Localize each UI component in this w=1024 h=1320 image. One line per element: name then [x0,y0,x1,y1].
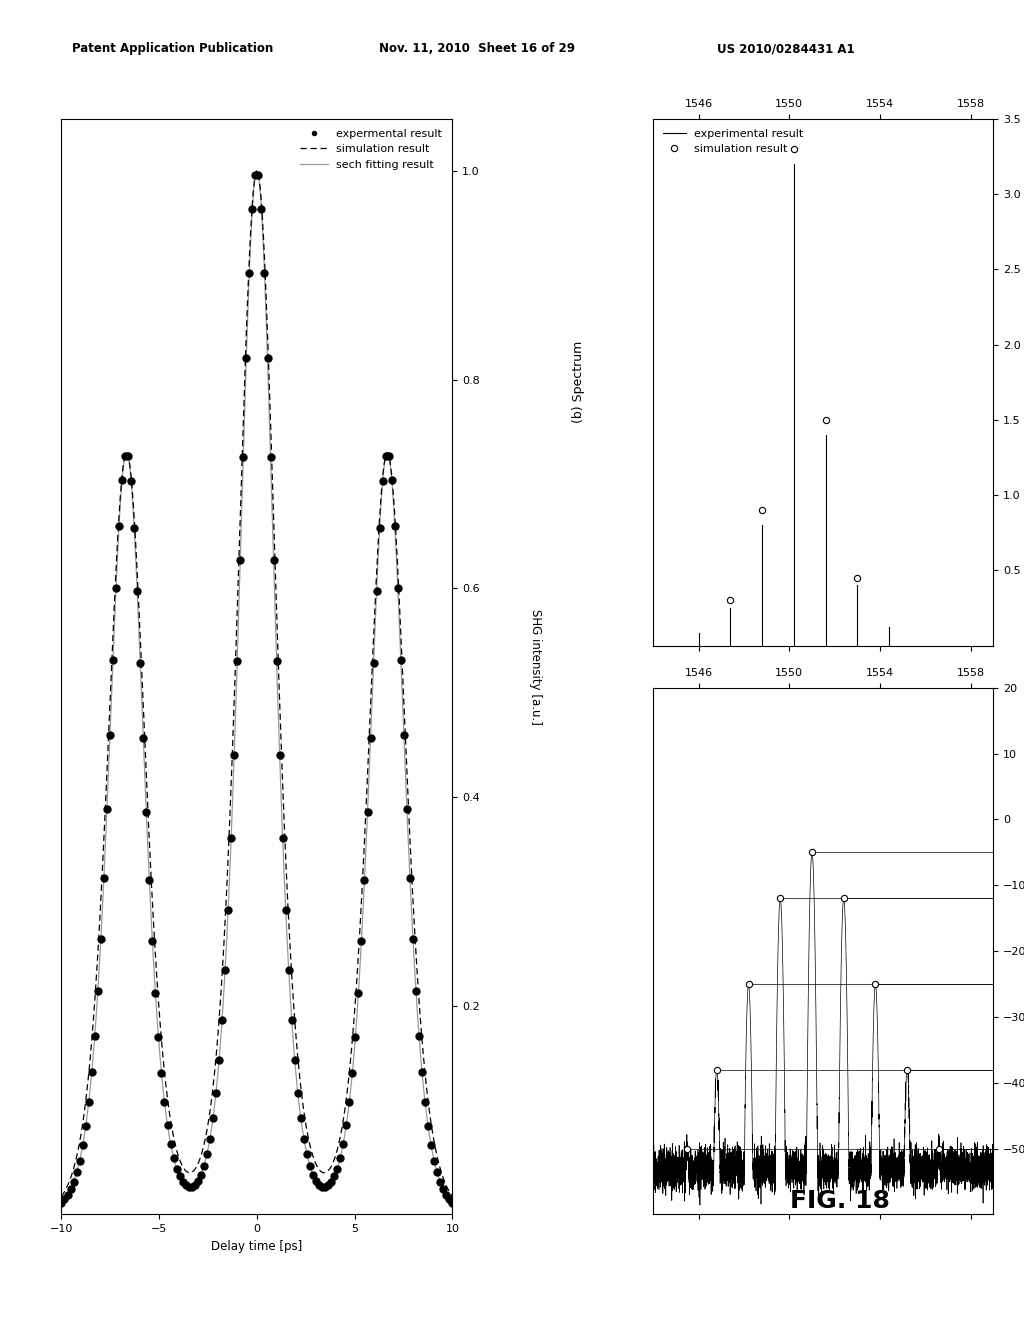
Text: US 2010/0284431 A1: US 2010/0284431 A1 [717,42,854,55]
Text: Patent Application Publication: Patent Application Publication [72,42,273,55]
Y-axis label: SHG intensity [a.u.]: SHG intensity [a.u.] [529,609,543,725]
Text: FIG. 18: FIG. 18 [790,1189,890,1213]
Legend: expermental result, simulation result, sech fitting result: expermental result, simulation result, s… [295,124,446,174]
Legend: experimental result, simulation result: experimental result, simulation result [658,124,808,158]
Text: Nov. 11, 2010  Sheet 16 of 29: Nov. 11, 2010 Sheet 16 of 29 [379,42,574,55]
Text: (b) Spectrum: (b) Spectrum [572,341,585,424]
X-axis label: Delay time [ps]: Delay time [ps] [211,1239,302,1253]
